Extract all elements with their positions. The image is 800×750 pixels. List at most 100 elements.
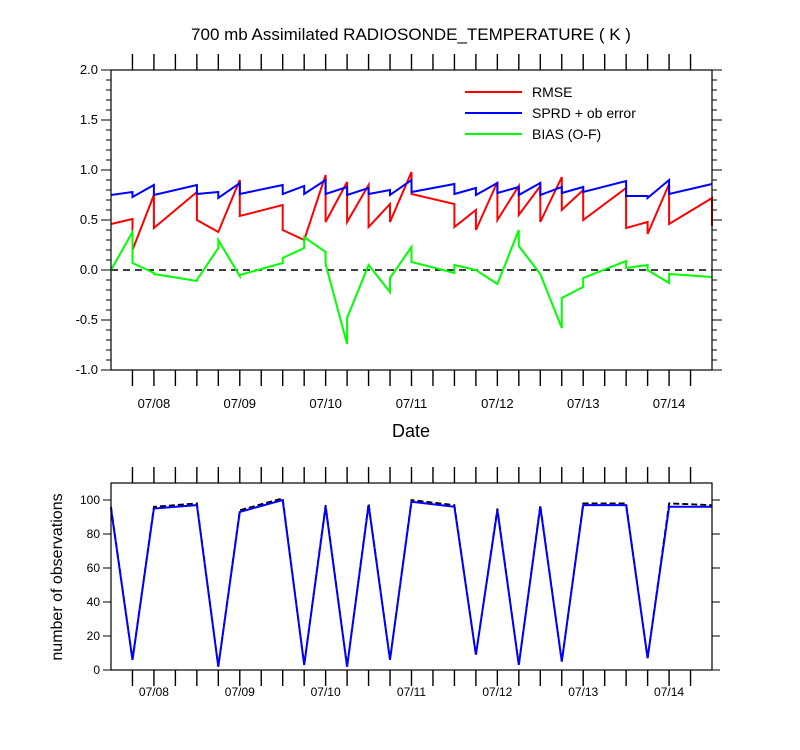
x-tick-label: 07/13 bbox=[567, 396, 600, 411]
data-point bbox=[411, 501, 413, 503]
data-point bbox=[325, 221, 327, 223]
x-tick-label: 07/09 bbox=[225, 685, 255, 699]
data-point bbox=[411, 171, 413, 173]
series-line-sprd-ob-error bbox=[110, 177, 713, 201]
data-point bbox=[303, 664, 305, 666]
series-line-rmse bbox=[110, 171, 713, 251]
top-panel: 700 mb Assimilated RADIOSONDE_TEMPERATUR… bbox=[76, 25, 722, 441]
data-point bbox=[346, 343, 348, 345]
data-point bbox=[561, 209, 563, 211]
data-point bbox=[518, 186, 520, 188]
y-axis-label: number of observations bbox=[49, 493, 66, 660]
data-point bbox=[132, 262, 134, 264]
data-point bbox=[325, 179, 327, 181]
data-point bbox=[647, 657, 649, 659]
legend-label: SPRD + ob error bbox=[532, 105, 636, 121]
data-point bbox=[582, 219, 584, 221]
bottom-plot-frame bbox=[110, 482, 713, 671]
data-point bbox=[475, 654, 477, 656]
y-tick-label: 60 bbox=[87, 561, 101, 575]
data-point bbox=[217, 197, 219, 199]
data-point bbox=[303, 185, 305, 187]
data-point bbox=[561, 176, 563, 178]
data-point bbox=[668, 282, 670, 284]
data-point bbox=[196, 193, 198, 195]
bottom-axes: 100 80 60 40 20 0 07/08 07/09 07/10 07/11 07/12 07/… bbox=[80, 467, 720, 699]
data-point bbox=[196, 184, 198, 186]
data-point bbox=[389, 194, 391, 196]
data-point bbox=[239, 215, 241, 217]
bottom-panel: 100 80 60 40 20 0 07/08 07/09 07/10 07/11 07/12 07/… bbox=[49, 467, 720, 699]
data-point bbox=[453, 264, 455, 266]
chart-title: 700 mb Assimilated RADIOSONDE_TEMPERATUR… bbox=[191, 25, 631, 44]
x-tick-label: 07/14 bbox=[653, 396, 686, 411]
data-point bbox=[668, 193, 670, 195]
data-point bbox=[668, 506, 670, 508]
data-point bbox=[582, 286, 584, 288]
data-point bbox=[539, 506, 541, 508]
x-tick-label: 07/08 bbox=[138, 396, 171, 411]
data-point bbox=[647, 269, 649, 271]
data-point bbox=[368, 184, 370, 186]
data-point bbox=[625, 267, 627, 269]
data-point bbox=[368, 226, 370, 228]
data-point bbox=[411, 179, 413, 181]
data-point bbox=[196, 504, 198, 506]
legend: RMSE SPRD + ob error BIAS (O-F) bbox=[465, 84, 636, 142]
data-point bbox=[239, 193, 241, 195]
data-point bbox=[368, 504, 370, 506]
data-point bbox=[625, 504, 627, 506]
data-point bbox=[368, 187, 370, 189]
data-point bbox=[411, 191, 413, 193]
data-point bbox=[132, 659, 134, 661]
data-point bbox=[346, 186, 348, 188]
data-point bbox=[196, 279, 198, 281]
data-point bbox=[411, 261, 413, 263]
data-point bbox=[239, 274, 241, 276]
legend-label: RMSE bbox=[532, 84, 572, 100]
data-point bbox=[346, 194, 348, 196]
data-point bbox=[217, 666, 219, 668]
data-point bbox=[303, 247, 305, 249]
x-tick-label: 07/09 bbox=[224, 396, 257, 411]
data-point bbox=[153, 194, 155, 196]
data-point bbox=[196, 219, 198, 221]
y-tick-label: 0.5 bbox=[80, 212, 98, 227]
data-point bbox=[625, 195, 627, 197]
top-series-group bbox=[110, 171, 713, 345]
data-point bbox=[239, 182, 241, 184]
data-point bbox=[496, 219, 498, 221]
x-tick-label: 07/12 bbox=[482, 685, 512, 699]
data-point bbox=[389, 189, 391, 191]
series-line-bias-o-f- bbox=[110, 228, 713, 345]
data-point bbox=[561, 297, 563, 299]
data-point bbox=[647, 264, 649, 266]
data-point bbox=[389, 291, 391, 293]
data-point bbox=[539, 182, 541, 184]
data-point bbox=[475, 209, 477, 211]
x-tick-label: 07/11 bbox=[396, 396, 428, 411]
data-point bbox=[668, 273, 670, 275]
top-plot-frame bbox=[110, 69, 713, 371]
data-point bbox=[411, 193, 413, 195]
data-point bbox=[325, 251, 327, 253]
x-axis-label: Date bbox=[392, 421, 430, 441]
data-point bbox=[325, 174, 327, 176]
data-point bbox=[625, 180, 627, 182]
data-point bbox=[282, 229, 284, 231]
x-tick-label: 07/11 bbox=[397, 685, 426, 699]
data-point bbox=[282, 262, 284, 264]
data-point bbox=[389, 203, 391, 205]
data-point bbox=[282, 499, 284, 501]
data-point bbox=[475, 194, 477, 196]
data-point bbox=[153, 184, 155, 186]
data-point bbox=[325, 193, 327, 195]
data-point bbox=[217, 231, 219, 233]
data-point bbox=[475, 187, 477, 189]
data-point bbox=[582, 504, 584, 506]
bottom-series-group bbox=[110, 497, 713, 667]
data-point bbox=[582, 191, 584, 193]
data-point bbox=[475, 229, 477, 231]
data-point bbox=[346, 181, 348, 183]
